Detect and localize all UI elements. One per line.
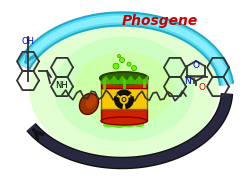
Circle shape <box>113 63 119 69</box>
Ellipse shape <box>54 36 194 142</box>
Ellipse shape <box>79 93 99 114</box>
Ellipse shape <box>101 117 147 125</box>
Wedge shape <box>125 96 134 109</box>
Text: N: N <box>184 77 191 85</box>
Ellipse shape <box>29 18 219 160</box>
Wedge shape <box>116 90 132 97</box>
Ellipse shape <box>103 123 115 127</box>
Bar <box>101 109 147 121</box>
Circle shape <box>122 97 126 102</box>
Text: OH: OH <box>21 36 35 46</box>
Circle shape <box>127 62 131 66</box>
Circle shape <box>131 66 136 71</box>
Bar <box>101 78 147 88</box>
Circle shape <box>123 98 125 101</box>
Bar <box>101 88 147 109</box>
Text: O: O <box>192 61 199 70</box>
Ellipse shape <box>123 123 135 127</box>
Ellipse shape <box>100 72 148 84</box>
Wedge shape <box>114 96 123 109</box>
Text: O: O <box>198 84 205 92</box>
Text: NH: NH <box>55 81 68 90</box>
Ellipse shape <box>85 95 97 108</box>
Ellipse shape <box>112 122 126 128</box>
Text: Phosgene: Phosgene <box>122 14 198 28</box>
Circle shape <box>118 55 121 58</box>
Ellipse shape <box>74 51 174 126</box>
Circle shape <box>120 58 124 63</box>
Ellipse shape <box>134 123 144 127</box>
